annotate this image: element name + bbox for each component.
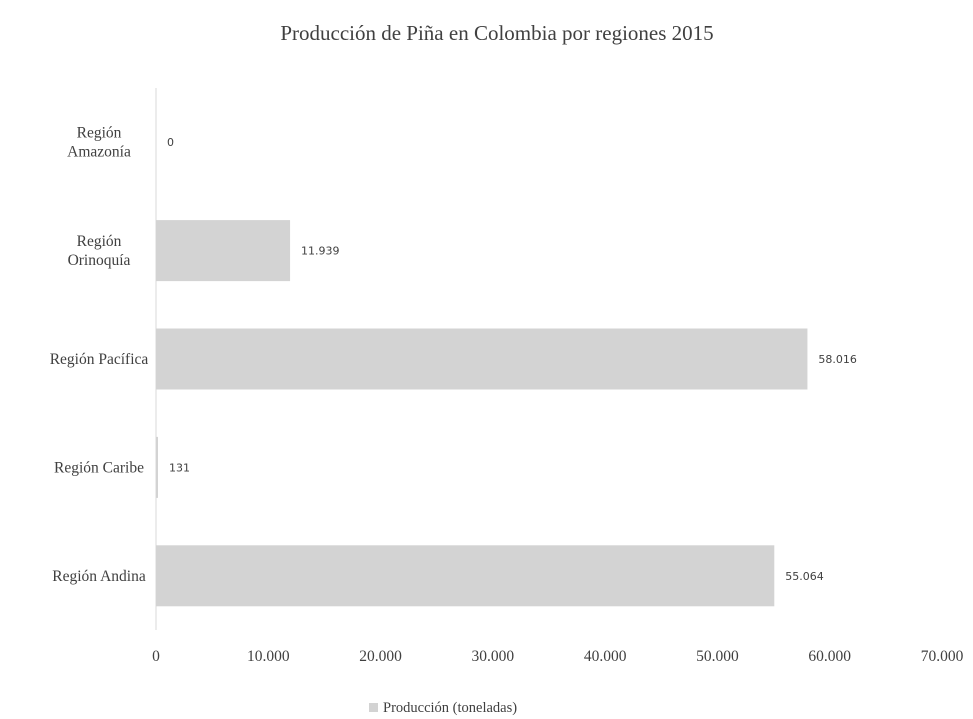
category-label-2: Región Caribe (54, 459, 144, 476)
bar-4 (156, 220, 291, 282)
data-label-4: 11.939 (301, 245, 340, 258)
category-label-4: Región Orinoquía (68, 233, 131, 269)
x-tick-label-5: 40.000 (584, 648, 627, 665)
x-tick-label-7: 60.000 (808, 648, 851, 665)
x-tick-label-8: 70.000 (921, 648, 964, 665)
category-label-1: Región Andina (52, 568, 146, 585)
plot-area: 55.064 Región Andina 131 Región Caribe 58.01… (50, 88, 964, 665)
category-label-5: Región Amazonía (67, 125, 131, 161)
legend: Producción (toneladas) (369, 700, 517, 716)
bar-3 (156, 328, 808, 390)
data-label-3: 58.016 (818, 353, 857, 366)
x-tick-label-4: 30.000 (472, 648, 515, 665)
legend-swatch (369, 703, 378, 712)
legend-label: Producción (toneladas) (383, 700, 517, 716)
x-tick-label-3: 20.000 (359, 648, 402, 665)
x-tick-label-2: 10.000 (247, 648, 290, 665)
x-tick-label-6: 50.000 (696, 648, 739, 665)
data-label-5: 0 (167, 136, 174, 149)
chart-title: Producción de Piña en Colombia por regio… (280, 21, 713, 45)
category-label-3: Región Pacífica (50, 351, 149, 368)
bar-2 (156, 436, 158, 498)
x-tick-label-1: 0 (152, 648, 160, 665)
bar-1 (156, 545, 775, 607)
data-label-2: 131 (169, 461, 190, 474)
data-label-1: 55.064 (785, 570, 824, 583)
